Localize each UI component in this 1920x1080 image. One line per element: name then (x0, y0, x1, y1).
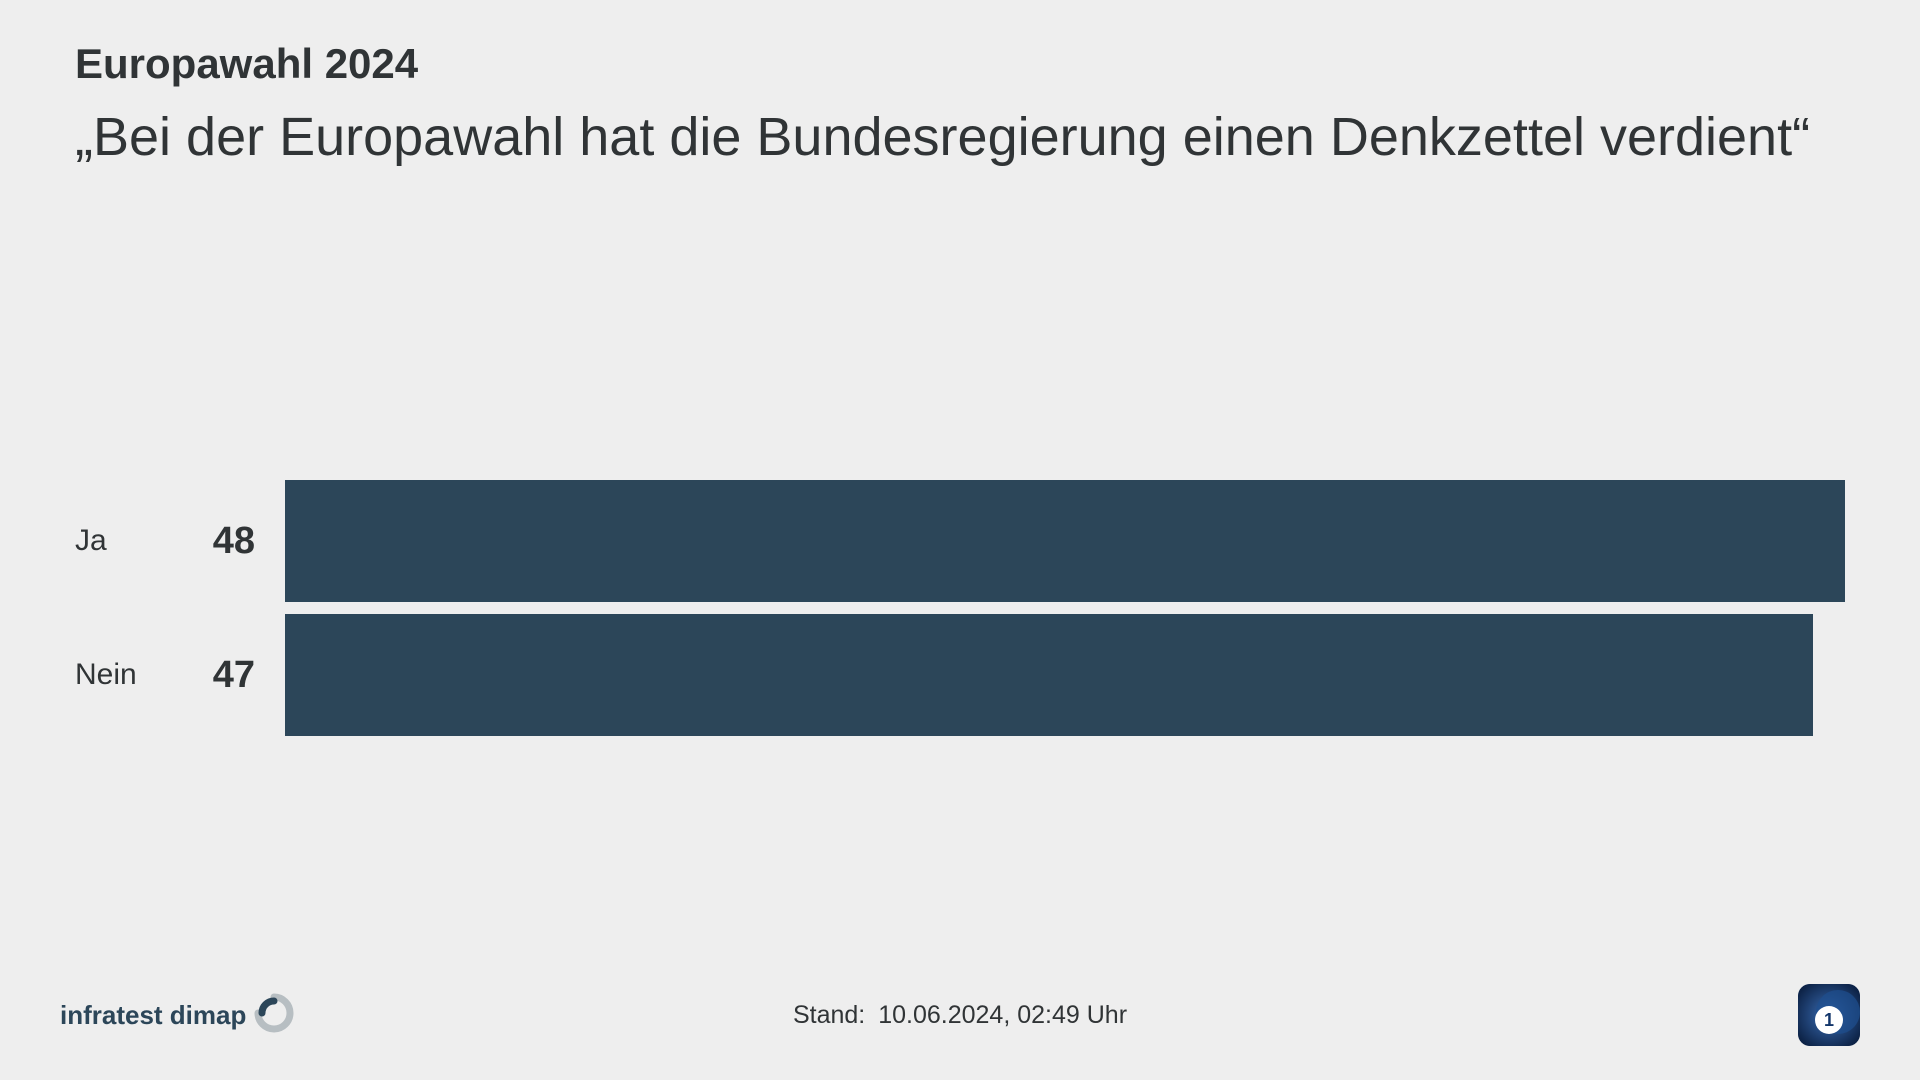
bar-track (285, 480, 1845, 602)
bar-label: Ja (75, 524, 205, 558)
source-attribution: infratest dimap (60, 993, 294, 1038)
ard-1-icon: 1 (1824, 1010, 1834, 1030)
bar-fill (285, 614, 1813, 736)
icon-arc-inner (262, 1001, 274, 1013)
bar-chart: Ja 48 Nein 47 (75, 480, 1845, 736)
bar-track (285, 614, 1845, 736)
page-subtitle: „Bei der Europawahl hat die Bundesregier… (75, 105, 1845, 170)
bar-row-ja: Ja 48 (75, 480, 1845, 602)
timestamp-label: Stand: (793, 1001, 865, 1029)
chart-canvas: Europawahl 2024 „Bei der Europawahl hat … (0, 0, 1920, 1080)
timestamp: Stand: 10.06.2024, 02:49 Uhr (793, 1001, 1127, 1030)
bar-value: 48 (205, 520, 285, 563)
ard-icon: 1 (1798, 984, 1860, 1046)
bar-label: Nein (75, 658, 205, 692)
bar-value: 47 (205, 654, 285, 697)
timestamp-value: 10.06.2024, 02:49 Uhr (878, 1001, 1127, 1029)
bar-row-nein: Nein 47 (75, 614, 1845, 736)
bar-fill (285, 480, 1845, 602)
source-name: infratest dimap (60, 1000, 246, 1031)
footer: infratest dimap Stand: 10.06.2024, 02:49… (0, 980, 1920, 1050)
page-title: Europawahl 2024 (75, 40, 418, 88)
infratest-dimap-icon (254, 993, 294, 1038)
broadcaster-logo: 1 (1798, 984, 1860, 1046)
